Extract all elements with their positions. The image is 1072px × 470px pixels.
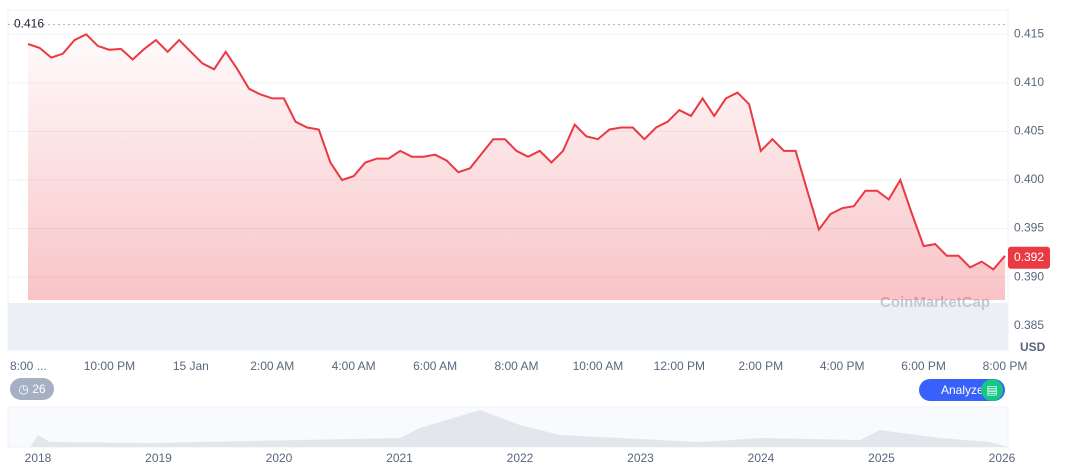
report-icon[interactable]: ▤ bbox=[981, 379, 1003, 401]
x-tick-label: 4:00 AM bbox=[332, 359, 376, 373]
volume-area bbox=[8, 303, 1008, 350]
navigator-year: 2023 bbox=[627, 451, 654, 465]
x-tick-label: 15 Jan bbox=[173, 359, 209, 373]
x-tick-label: 2:00 AM bbox=[250, 359, 294, 373]
price-line bbox=[27, 33, 1006, 271]
max-label: 0.416 bbox=[14, 17, 44, 31]
y-tick-label: 0.415 bbox=[1014, 26, 1044, 40]
navigator-year: 2026 bbox=[989, 451, 1016, 465]
price-badge bbox=[1008, 246, 1050, 269]
y-tick-label: 0.400 bbox=[1014, 172, 1044, 186]
x-tick-label: 8:00 PM bbox=[983, 359, 1028, 373]
navigator-year: 2018 bbox=[25, 451, 52, 465]
y-tick-label: 0.410 bbox=[1014, 75, 1044, 89]
navigator-shape bbox=[30, 410, 1008, 447]
x-tick-label: 12:00 PM bbox=[654, 359, 705, 373]
x-tick-label: 8:00 AM bbox=[494, 359, 538, 373]
navigator-year: 2022 bbox=[507, 451, 534, 465]
navigator-year: 2024 bbox=[748, 451, 775, 465]
analyze-label: Analyze bbox=[941, 383, 984, 397]
navigator-year: 2021 bbox=[386, 451, 413, 465]
unit-label: USD bbox=[1020, 340, 1046, 354]
history-button[interactable]: ◷ 26 bbox=[10, 378, 54, 400]
y-tick-label: 0.405 bbox=[1014, 124, 1044, 138]
navigator-year: 2025 bbox=[868, 451, 895, 465]
x-tick-label: 8:00 ... bbox=[10, 359, 47, 373]
y-tick-label: 0.395 bbox=[1014, 221, 1044, 235]
x-tick-label: 2:00 PM bbox=[738, 359, 783, 373]
navigator-year: 2019 bbox=[145, 451, 172, 465]
x-tick-label: 4:00 PM bbox=[820, 359, 865, 373]
navigator-year: 2020 bbox=[266, 451, 293, 465]
x-tick-label: 10:00 AM bbox=[573, 359, 624, 373]
price-badge-label: 0.392 bbox=[1014, 250, 1044, 264]
y-tick-label: 0.385 bbox=[1014, 318, 1044, 332]
x-tick-label: 6:00 PM bbox=[901, 359, 946, 373]
y-tick-label: 0.390 bbox=[1014, 269, 1044, 283]
history-label: 26 bbox=[32, 382, 46, 396]
price-area bbox=[28, 34, 1005, 301]
x-tick-label: 6:00 AM bbox=[413, 359, 457, 373]
x-tick-label: 10:00 PM bbox=[84, 359, 135, 373]
